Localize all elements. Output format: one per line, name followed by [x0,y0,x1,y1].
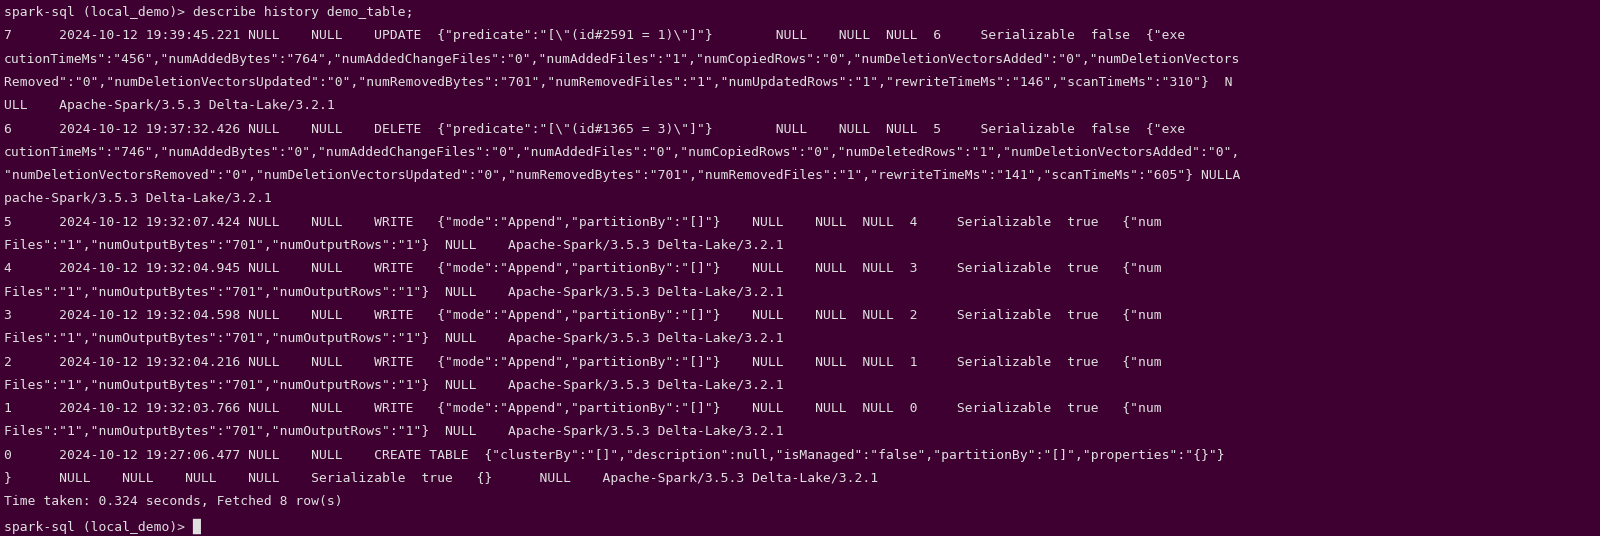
Text: 6      2024-10-12 19:37:32.426 NULL    NULL    DELETE  {"predicate":"[\"(id#1365: 6 2024-10-12 19:37:32.426 NULL NULL DELE… [3,123,1186,136]
Text: 0      2024-10-12 19:27:06.477 NULL    NULL    CREATE TABLE  {"clusterBy":"[]",": 0 2024-10-12 19:27:06.477 NULL NULL CREA… [3,449,1224,462]
Text: 3      2024-10-12 19:32:04.598 NULL    NULL    WRITE   {"mode":"Append","partiti: 3 2024-10-12 19:32:04.598 NULL NULL WRIT… [3,309,1162,322]
Text: 7      2024-10-12 19:39:45.221 NULL    NULL    UPDATE  {"predicate":"[\"(id#2591: 7 2024-10-12 19:39:45.221 NULL NULL UPDA… [3,29,1186,42]
Text: Removed":"0","numDeletionVectorsUpdated":"0","numRemovedBytes":"701","numRemoved: Removed":"0","numDeletionVectorsUpdated"… [3,76,1232,89]
Text: Files":"1","numOutputBytes":"701","numOutputRows":"1"}  NULL    Apache-Spark/3.5: Files":"1","numOutputBytes":"701","numOu… [3,332,784,345]
Text: cutionTimeMs":"456","numAddedBytes":"764","numAddedChangeFiles":"0","numAddedFil: cutionTimeMs":"456","numAddedBytes":"764… [3,53,1240,65]
Text: 5      2024-10-12 19:32:07.424 NULL    NULL    WRITE   {"mode":"Append","partiti: 5 2024-10-12 19:32:07.424 NULL NULL WRIT… [3,215,1162,229]
Text: Time taken: 0.324 seconds, Fetched 8 row(s): Time taken: 0.324 seconds, Fetched 8 row… [3,495,342,508]
Text: Files":"1","numOutputBytes":"701","numOutputRows":"1"}  NULL    Apache-Spark/3.5: Files":"1","numOutputBytes":"701","numOu… [3,286,784,299]
Text: spark-sql (local_demo)> █: spark-sql (local_demo)> █ [3,519,202,534]
Text: 1      2024-10-12 19:32:03.766 NULL    NULL    WRITE   {"mode":"Append","partiti: 1 2024-10-12 19:32:03.766 NULL NULL WRIT… [3,402,1162,415]
Text: spark-sql (local_demo)> describe history demo_table;: spark-sql (local_demo)> describe history… [3,6,413,19]
Text: }      NULL    NULL    NULL    NULL    Serializable  true   {}      NULL    Apac: } NULL NULL NULL NULL Serializable true … [3,472,878,485]
Text: "numDeletionVectorsRemoved":"0","numDeletionVectorsUpdated":"0","numRemovedBytes: "numDeletionVectorsRemoved":"0","numDele… [3,169,1240,182]
Text: 4      2024-10-12 19:32:04.945 NULL    NULL    WRITE   {"mode":"Append","partiti: 4 2024-10-12 19:32:04.945 NULL NULL WRIT… [3,262,1162,276]
Text: cutionTimeMs":"746","numAddedBytes":"0","numAddedChangeFiles":"0","numAddedFiles: cutionTimeMs":"746","numAddedBytes":"0",… [3,146,1240,159]
Text: Files":"1","numOutputBytes":"701","numOutputRows":"1"}  NULL    Apache-Spark/3.5: Files":"1","numOutputBytes":"701","numOu… [3,239,784,252]
Text: Files":"1","numOutputBytes":"701","numOutputRows":"1"}  NULL    Apache-Spark/3.5: Files":"1","numOutputBytes":"701","numOu… [3,379,784,392]
Text: Files":"1","numOutputBytes":"701","numOutputRows":"1"}  NULL    Apache-Spark/3.5: Files":"1","numOutputBytes":"701","numOu… [3,426,784,438]
Text: 2      2024-10-12 19:32:04.216 NULL    NULL    WRITE   {"mode":"Append","partiti: 2 2024-10-12 19:32:04.216 NULL NULL WRIT… [3,355,1162,369]
Text: pache-Spark/3.5.3 Delta-Lake/3.2.1: pache-Spark/3.5.3 Delta-Lake/3.2.1 [3,192,272,205]
Text: ULL    Apache-Spark/3.5.3 Delta-Lake/3.2.1: ULL Apache-Spark/3.5.3 Delta-Lake/3.2.1 [3,99,334,112]
